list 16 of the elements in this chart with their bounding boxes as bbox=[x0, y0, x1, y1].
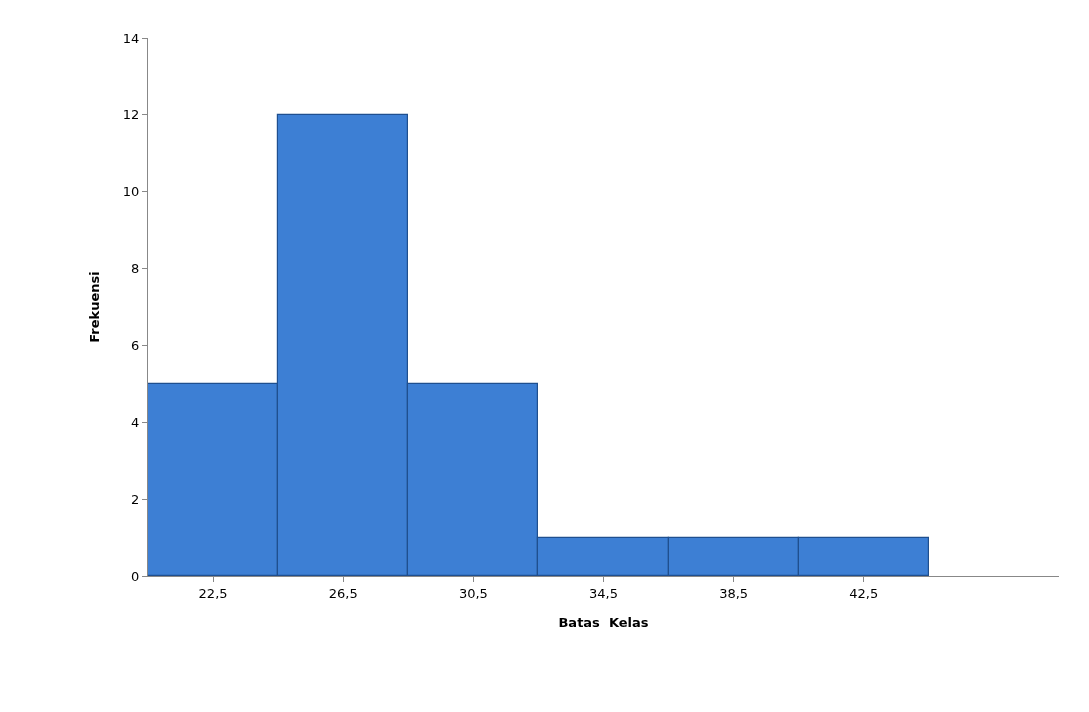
y-tick-label: 6 bbox=[131, 337, 140, 353]
y-tick-label: 10 bbox=[122, 184, 140, 200]
y-tick-label: 4 bbox=[131, 414, 140, 430]
x-tick-label: 30,5 bbox=[458, 585, 488, 601]
x-tick-label: 42,5 bbox=[849, 585, 879, 601]
y-tick-label: 14 bbox=[122, 30, 140, 46]
y-axis-title: Frekuensi bbox=[86, 271, 102, 343]
y-tick-label: 2 bbox=[131, 491, 140, 507]
x-tick-label: 38,5 bbox=[719, 585, 749, 601]
x-axis-title: Batas Kelas bbox=[558, 615, 649, 631]
x-tick-label: 26,5 bbox=[328, 585, 358, 601]
y-tick-label: 0 bbox=[131, 568, 140, 584]
x-tick-label: 22,5 bbox=[198, 585, 228, 601]
y-tick-label: 8 bbox=[131, 261, 140, 277]
y-tick-label: 12 bbox=[122, 107, 140, 123]
x-tick-label: 34,5 bbox=[589, 585, 618, 601]
